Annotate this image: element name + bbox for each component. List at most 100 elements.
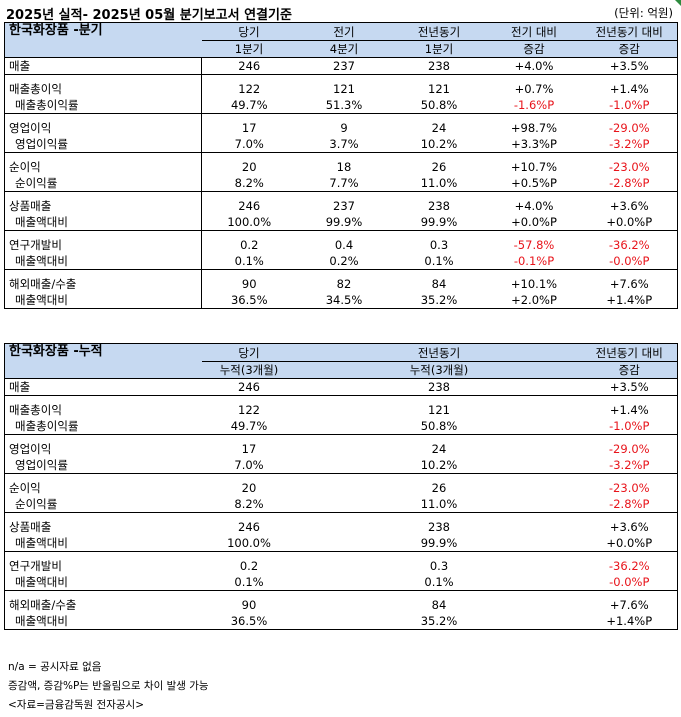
- col-subheader: 증감: [581, 40, 678, 58]
- empty-cell: [297, 474, 392, 496]
- table-cell: 18: [336, 159, 352, 174]
- section-title: 한국화장품 -분기: [4, 22, 202, 58]
- table-row: 연구개발비 0.2 0.3 -36.2%: [5, 552, 678, 574]
- table-cell: +1.4%: [609, 81, 649, 96]
- unit-label: (단위: 억원): [614, 6, 673, 20]
- table-cell: 122: [201, 74, 297, 97]
- table-cell: +1.4%P: [581, 612, 678, 630]
- table-cell: 0.3: [429, 237, 449, 252]
- table-row: 영업이익률 7.0% 3.7% 10.2% +3.3%P -3.2%P: [4, 135, 678, 153]
- table-cell: -1.0%P: [581, 417, 678, 435]
- table-cell: -29.0%: [608, 441, 650, 456]
- table-cell: +1.4%: [609, 402, 649, 417]
- table-cell: +3.6%: [609, 198, 649, 213]
- table-cell: 238: [391, 57, 487, 75]
- table-cell: +7.6%: [609, 597, 649, 612]
- row-label: 매출총이익: [9, 81, 62, 96]
- table-cell: 0.1%: [201, 252, 297, 270]
- section-title: 한국화장품 -누적: [4, 343, 202, 379]
- table-cell: 10.2%: [391, 135, 487, 153]
- table-cell: +0.0%P: [581, 213, 678, 231]
- table-cell: 0.1%: [391, 252, 487, 270]
- table-cell: 121: [428, 81, 450, 96]
- table-cell: 84: [431, 597, 447, 612]
- row-label: 매출액대비: [4, 534, 202, 552]
- table-cell: 49.7%: [201, 96, 297, 114]
- table-cell: -3.2%P: [581, 456, 678, 474]
- table-cell: 246: [201, 191, 297, 214]
- table-row: 매출 246 237 238 +4.0% +3.5%: [4, 57, 678, 75]
- table-cell: 35.2%: [391, 291, 487, 309]
- table-cell: 35.2%: [391, 612, 487, 630]
- row-label: 매출액대비: [4, 213, 202, 231]
- table-cell: +0.7%: [514, 81, 554, 96]
- table-cell: 24: [431, 120, 447, 135]
- table-row: 매출총이익 122 121 121 +0.7% +1.4%: [5, 74, 678, 97]
- table-cell: -29.0%: [608, 120, 650, 135]
- table-cell: 82: [336, 276, 352, 291]
- col-subheader: 1분기: [201, 40, 297, 58]
- quarterly-table: 한국화장품 -분기 당기 전기 전년동기 전기 대비 전년동기 대비 1분기 4…: [4, 22, 678, 309]
- empty-cell: [486, 495, 582, 513]
- cumulative-table: 한국화장품 -누적 당기 전년동기 전년동기 대비 누적(3개월) 누적(3개월…: [4, 343, 678, 630]
- table-cell: -23.0%: [608, 480, 650, 495]
- table-cell: 11.0%: [391, 174, 487, 192]
- table-cell: -23.0%: [608, 159, 650, 174]
- row-label: 순이익: [9, 159, 41, 174]
- table-cell: 49.7%: [201, 417, 297, 435]
- table-cell: 20: [201, 152, 297, 175]
- row-label: 영업이익: [9, 120, 52, 135]
- table-cell: 51.3%: [296, 96, 392, 114]
- table-cell: 0.1%: [201, 573, 297, 591]
- col-header-prev: 전기: [296, 22, 392, 41]
- empty-cell: [297, 591, 392, 613]
- col-subheader: 누적(3개월): [201, 361, 297, 379]
- table-cell: 0.2: [239, 558, 259, 573]
- table-cell: 20: [241, 480, 257, 495]
- col-header-yoy-change: 전년동기 대비: [581, 22, 678, 41]
- row-label: 매출총이익: [9, 402, 62, 417]
- row-label: 영업이익률: [4, 456, 202, 474]
- empty-cell: [487, 435, 582, 457]
- table-cell: 0.3: [429, 558, 449, 573]
- row-label: 상품매출: [9, 519, 52, 534]
- table-cell: 238: [391, 378, 487, 396]
- table-cell: 0.1%: [391, 573, 487, 591]
- table-cell: 246: [238, 519, 260, 534]
- table-cell: +98.7%: [510, 120, 558, 135]
- cell-corner-marker-icon: [675, 0, 681, 6]
- col-subheader: 누적(3개월): [391, 361, 487, 379]
- empty-cell: [296, 534, 392, 552]
- table-cell: 99.9%: [391, 534, 487, 552]
- empty-cell: [296, 456, 392, 474]
- table-cell: +3.3%P: [486, 135, 582, 153]
- table-cell: 90: [241, 597, 257, 612]
- col-header-yoy-change: 전년동기 대비: [581, 343, 678, 362]
- table-cell: +7.6%: [609, 276, 649, 291]
- table-row: 매출총이익률 49.7% 51.3% 50.8% -1.6%P -1.0%P: [4, 96, 678, 114]
- empty-cell: [487, 591, 582, 613]
- table-row: 영업이익 17 9 24 +98.7% -29.0%: [5, 113, 678, 136]
- table-cell: 0.2: [201, 230, 297, 253]
- table-row: 매출액대비 100.0% 99.9% +0.0%P: [4, 534, 678, 552]
- row-label: 매출액대비: [4, 252, 202, 270]
- row-label: 연구개발비: [9, 237, 62, 252]
- empty-cell: [296, 378, 392, 396]
- table-cell: +3.6%: [609, 519, 649, 534]
- row-label: 영업이익: [9, 441, 52, 456]
- table-row: 매출액대비 0.1% 0.2% 0.1% -0.1%P -0.0%P: [4, 252, 678, 270]
- table-cell: +10.7%: [510, 159, 558, 174]
- col-header-qoq-change: 전기 대비: [486, 22, 582, 41]
- empty-cell: [487, 396, 582, 418]
- table-cell: +10.1%: [510, 276, 558, 291]
- empty-cell: [297, 513, 392, 535]
- table-cell: 17: [241, 441, 257, 456]
- table-cell: 36.5%: [201, 612, 297, 630]
- footnote: <자료=금융감독원 전자공시>: [8, 699, 144, 711]
- footnote: n/a = 공시자료 없음: [8, 661, 102, 673]
- table-cell: +3.5%: [581, 57, 678, 75]
- table-cell: -1.6%P: [486, 96, 582, 114]
- table-cell: -36.2%: [608, 558, 650, 573]
- table-cell: +0.5%P: [486, 174, 582, 192]
- col-subheader: 4분기: [296, 40, 392, 58]
